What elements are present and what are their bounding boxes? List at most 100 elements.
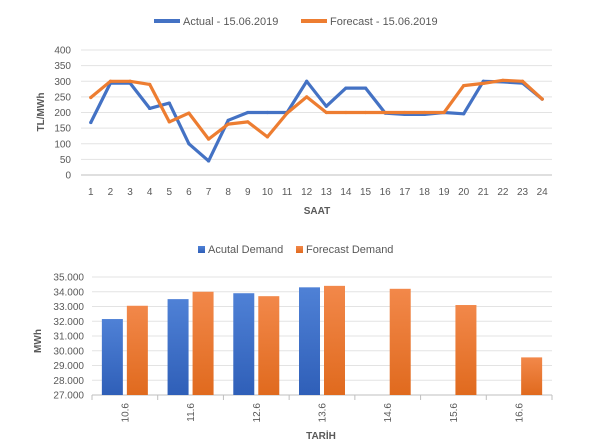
forecast-point bbox=[462, 84, 466, 88]
forecast-point bbox=[305, 95, 309, 99]
y-tick-label: 0 bbox=[65, 171, 71, 182]
x-tick-label: 8 bbox=[225, 187, 231, 198]
daily-demand-chart: Acutal Demand Forecast Demand 27.000 28.0… bbox=[33, 244, 553, 442]
forecast-point bbox=[344, 110, 348, 115]
series-lines bbox=[89, 78, 544, 163]
y-tick-label: 300 bbox=[54, 77, 71, 88]
x-tick-label: 3 bbox=[127, 187, 133, 198]
x-tick-label: 1 bbox=[88, 187, 94, 198]
y-axis-ticks: 0 50 100 150 200 250 300 350 400 bbox=[54, 46, 71, 182]
forecast-point bbox=[383, 110, 387, 115]
x-tick-label: 19 bbox=[439, 187, 451, 198]
actual-demand-bar bbox=[101, 319, 123, 395]
y-tick-label: 50 bbox=[60, 155, 72, 166]
x-tick-label: 24 bbox=[537, 187, 549, 198]
x-tick-label: 6 bbox=[186, 187, 192, 198]
y-tick-label: 35.000 bbox=[53, 273, 84, 284]
gridlines bbox=[92, 276, 552, 396]
forecast-point bbox=[128, 79, 132, 83]
forecast-demand-bar bbox=[521, 357, 543, 395]
forecast-point bbox=[501, 78, 505, 82]
x-axis-label: TARİH bbox=[306, 429, 336, 442]
forecast-demand-bar bbox=[126, 305, 148, 395]
legend-label-actual: Actual - 15.06.2019 bbox=[183, 16, 278, 28]
forecast-point bbox=[108, 79, 113, 83]
actual-point bbox=[265, 110, 270, 115]
legend-label-actual-demand: Acutal Demand bbox=[208, 244, 283, 256]
x-tick-label: 10 bbox=[262, 187, 274, 198]
hourly-price-chart: Actual - 15.06.2019 Forecast - 15.06.201… bbox=[36, 16, 552, 217]
actual-point bbox=[246, 110, 250, 115]
y-tick-label: 29.000 bbox=[53, 361, 84, 372]
x-tick-label: 15 bbox=[360, 187, 372, 198]
actual-point bbox=[305, 79, 309, 83]
forecast-demand-bar bbox=[192, 291, 214, 395]
x-tick-label: 11 bbox=[282, 187, 293, 198]
forecast-point bbox=[246, 120, 250, 124]
x-axis-label: SAAT bbox=[304, 206, 330, 217]
x-tick-label: 13 bbox=[321, 187, 333, 198]
actual-point bbox=[344, 86, 348, 90]
legend-swatch-forecast-demand bbox=[296, 246, 303, 253]
forecast-point bbox=[187, 111, 191, 115]
y-tick-label: 350 bbox=[54, 61, 71, 72]
x-tick-label: 7 bbox=[206, 187, 212, 198]
x-tick-label: 9 bbox=[245, 187, 251, 198]
forecast-demand-bar bbox=[389, 288, 411, 395]
y-axis-label: TL/MWh bbox=[36, 93, 47, 132]
forecast-point bbox=[363, 110, 368, 115]
actual-point bbox=[363, 86, 368, 90]
x-tick-label: 14.6 bbox=[383, 403, 394, 423]
actual-point bbox=[187, 142, 191, 146]
legend: Acutal Demand Forecast Demand bbox=[198, 244, 393, 256]
forecast-point bbox=[422, 110, 427, 115]
forecast-point bbox=[324, 110, 328, 115]
y-tick-label: 150 bbox=[54, 124, 71, 135]
forecast-demand-bar bbox=[324, 285, 345, 395]
forecast-series-line bbox=[89, 78, 544, 141]
x-tick-label: 16 bbox=[380, 187, 392, 198]
legend-label-forecast: Forecast - 15.06.2019 bbox=[330, 16, 438, 28]
y-tick-label: 27.000 bbox=[53, 391, 84, 402]
legend-label-forecast-demand: Forecast Demand bbox=[306, 244, 393, 256]
x-axis-ticks: 10.6 11.6 12.6 13.6 14.6 15.6 16.6 bbox=[91, 395, 553, 423]
actual-demand-bar bbox=[167, 299, 189, 395]
actual-series-line bbox=[89, 79, 544, 163]
actual-point bbox=[324, 104, 328, 108]
forecast-point bbox=[148, 82, 152, 86]
actual-demand-bar bbox=[299, 287, 320, 395]
y-tick-label: 32.000 bbox=[53, 317, 84, 328]
legend-swatch-actual-demand bbox=[198, 246, 205, 253]
y-tick-label: 31.000 bbox=[53, 332, 84, 343]
x-tick-label: 11.6 bbox=[186, 403, 197, 422]
x-axis-ticks: 1 2 3 4 5 6 7 8 9 10 11 12 13 14 15 16 17 18 19 20 21 22 23 24 bbox=[88, 187, 548, 198]
forecast-point bbox=[167, 120, 171, 124]
actual-point bbox=[206, 159, 211, 163]
forecast-point bbox=[540, 97, 544, 101]
forecast-point bbox=[226, 122, 230, 126]
y-tick-label: 250 bbox=[54, 92, 71, 103]
actual-point bbox=[89, 120, 93, 125]
x-tick-label: 20 bbox=[458, 187, 470, 198]
bars bbox=[101, 285, 543, 395]
x-tick-label: 4 bbox=[147, 187, 153, 198]
x-tick-label: 21 bbox=[478, 187, 490, 198]
y-tick-label: 28.000 bbox=[53, 376, 84, 387]
forecast-demand-bar bbox=[258, 296, 280, 395]
x-tick-label: 13.6 bbox=[318, 403, 329, 423]
forecast-demand-bar bbox=[455, 305, 477, 395]
x-tick-label: 17 bbox=[399, 187, 411, 198]
actual-demand-bar bbox=[233, 293, 255, 395]
forecast-point bbox=[403, 110, 407, 115]
y-tick-label: 33.000 bbox=[53, 302, 84, 313]
y-tick-label: 34.000 bbox=[53, 287, 84, 298]
actual-point bbox=[148, 106, 152, 111]
x-tick-label: 14 bbox=[340, 187, 352, 198]
y-tick-label: 100 bbox=[54, 139, 71, 150]
x-tick-label: 12 bbox=[301, 187, 313, 198]
x-tick-label: 15.6 bbox=[449, 403, 460, 423]
y-axis-label: MWh bbox=[33, 329, 44, 353]
x-tick-label: 10.6 bbox=[120, 403, 131, 423]
x-tick-label: 16.6 bbox=[515, 403, 526, 423]
legend: Actual - 15.06.2019 Forecast - 15.06.201… bbox=[154, 16, 438, 28]
